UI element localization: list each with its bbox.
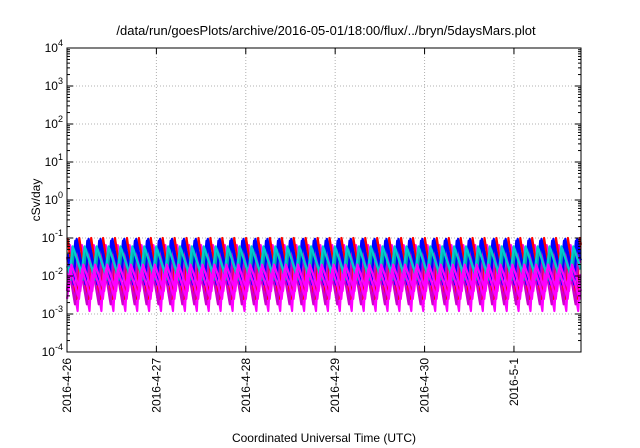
y-tick-label: 104: [45, 38, 63, 55]
y-axis-label: cSv/day: [29, 179, 43, 222]
x-tick-label: 2016-4-28: [239, 358, 253, 413]
y-axis: 10-4 10-3 10-2 10-1 100 101 102 103 104: [42, 38, 581, 359]
x-tick-label: 2016-4-29: [328, 358, 342, 413]
x-tick-label: 2016-4-26: [60, 358, 74, 413]
x-axis: 2016-4-26 2016-4-27 2016-4-28 2016-4-29 2016…: [60, 48, 521, 413]
y-tick-label: 10-2: [42, 266, 63, 283]
y-tick-label: 101: [45, 152, 63, 169]
plot-frame: [66, 47, 582, 353]
chart-title: /data/run/goesPlots/archive/2016-05-01/1…: [116, 23, 536, 38]
y-tick-label: 103: [45, 76, 63, 93]
series-line: [66, 268, 582, 300]
series-group: [65, 236, 582, 313]
grid: [67, 48, 581, 352]
y-tick-label: 10-4: [42, 342, 63, 359]
y-tick-label: 10-3: [42, 304, 63, 321]
x-axis-label: Coordinated Universal Time (UTC): [232, 431, 416, 445]
y-tick-label: 10-1: [42, 228, 63, 245]
y-tick-label: 102: [45, 114, 63, 131]
x-tick-label: 2016-5-1: [507, 358, 521, 406]
x-tick-label: 2016-4-27: [149, 358, 163, 413]
x-tick-label: 2016-4-30: [418, 358, 432, 413]
y-tick-label: 100: [45, 190, 63, 207]
